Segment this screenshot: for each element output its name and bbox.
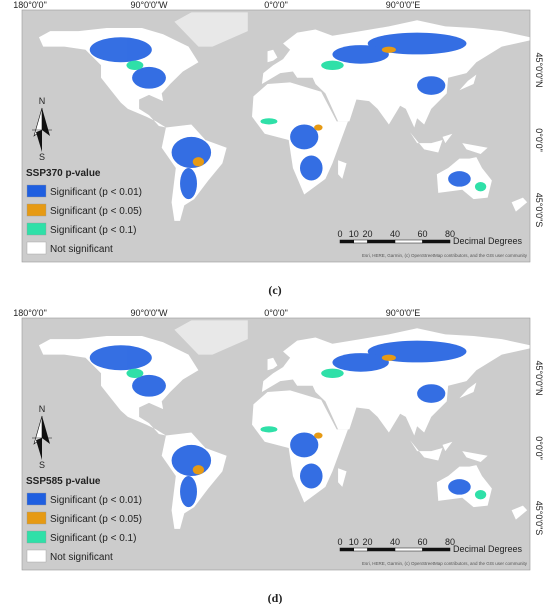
legend-swatch bbox=[26, 184, 47, 198]
legend-swatch bbox=[26, 530, 47, 544]
scale-label: 20 bbox=[362, 537, 372, 547]
legend-label: Significant (p < 0.05) bbox=[50, 206, 142, 217]
legend-swatch bbox=[26, 222, 47, 236]
scale-segment bbox=[422, 239, 451, 244]
scale-segment bbox=[353, 239, 368, 244]
legend-label: Significant (p < 0.01) bbox=[50, 495, 142, 506]
scale-segment bbox=[339, 239, 354, 244]
scale-label: 40 bbox=[390, 229, 400, 239]
north-arrow bbox=[42, 416, 50, 444]
north-arrow bbox=[42, 108, 50, 136]
lat-label: 45°0'0"S bbox=[534, 193, 544, 228]
attribution: Esri, HERE, Garmin, (c) OpenStreetMap co… bbox=[362, 561, 528, 566]
scale-segment bbox=[367, 547, 396, 552]
lon-label: 0°0'0" bbox=[264, 0, 288, 10]
scale-segment bbox=[339, 547, 354, 552]
scale-label: 60 bbox=[417, 229, 427, 239]
legend-label: Significant (p < 0.01) bbox=[50, 187, 142, 198]
scale-segment bbox=[422, 547, 451, 552]
frame bbox=[21, 9, 531, 263]
map-panel: 180°0'0" 90°0'0"W 0°0'0" 90°0'0"E 45°0'0"N 0°… bbox=[13, 0, 544, 263]
scale-label: 20 bbox=[362, 229, 372, 239]
legend-label: Significant (p < 0.1) bbox=[50, 533, 136, 544]
attribution: Esri, HERE, Garmin, (c) OpenStreetMap co… bbox=[362, 253, 528, 258]
lon-label: 90°0'0"E bbox=[386, 308, 421, 318]
scale-label: 10 bbox=[349, 229, 359, 239]
lat-label: 45°0'0"S bbox=[534, 501, 544, 536]
lat-label: 0°0'0" bbox=[534, 128, 544, 152]
map-panel: 180°0'0" 90°0'0"W 0°0'0" 90°0'0"E 45°0'0"N 0°… bbox=[13, 308, 544, 571]
legend-swatch bbox=[26, 492, 47, 506]
north-label: N bbox=[39, 404, 46, 414]
lat-label: 45°0'0"N bbox=[534, 360, 544, 395]
scale-label: 60 bbox=[417, 537, 427, 547]
scale-segment bbox=[367, 239, 396, 244]
scale-segment bbox=[394, 239, 423, 244]
frame bbox=[21, 317, 531, 571]
legend-title: SSP370 p-value bbox=[26, 168, 101, 179]
legend-label: Significant (p < 0.1) bbox=[50, 225, 136, 236]
legend-swatch bbox=[26, 241, 47, 255]
legend-label: Significant (p < 0.05) bbox=[50, 514, 142, 525]
scale-label: 10 bbox=[349, 537, 359, 547]
legend-title: SSP585 p-value bbox=[26, 476, 101, 487]
legend-swatch bbox=[26, 203, 47, 217]
north-arrow bbox=[36, 130, 42, 152]
lon-label: 90°0'0"E bbox=[386, 0, 421, 10]
scale-unit: Decimal Degrees bbox=[453, 236, 523, 246]
lon-label: 90°0'0"W bbox=[130, 0, 168, 10]
south-label: S bbox=[39, 152, 45, 162]
north-label: N bbox=[39, 96, 46, 106]
scale-label: 80 bbox=[445, 229, 455, 239]
lat-label: 0°0'0" bbox=[534, 436, 544, 460]
legend-label: Not significant bbox=[50, 552, 113, 563]
lon-label: 180°0'0" bbox=[13, 0, 47, 10]
legend-swatch bbox=[26, 511, 47, 525]
north-arrow bbox=[36, 438, 42, 460]
scale-segment bbox=[394, 547, 423, 552]
scale-label: 40 bbox=[390, 537, 400, 547]
lon-label: 180°0'0" bbox=[13, 308, 47, 318]
caption: (d) bbox=[268, 591, 283, 604]
lon-label: 0°0'0" bbox=[264, 308, 288, 318]
legend-swatch bbox=[26, 549, 47, 563]
scale-segment bbox=[353, 547, 368, 552]
scale-label: 0 bbox=[337, 229, 342, 239]
legend-label: Not significant bbox=[50, 244, 113, 255]
scale-unit: Decimal Degrees bbox=[453, 544, 523, 554]
lon-label: 90°0'0"W bbox=[130, 308, 168, 318]
lat-label: 45°0'0"N bbox=[534, 52, 544, 87]
caption: (c) bbox=[268, 283, 281, 297]
south-label: S bbox=[39, 460, 45, 470]
scale-label: 80 bbox=[445, 537, 455, 547]
scale-label: 0 bbox=[337, 537, 342, 547]
